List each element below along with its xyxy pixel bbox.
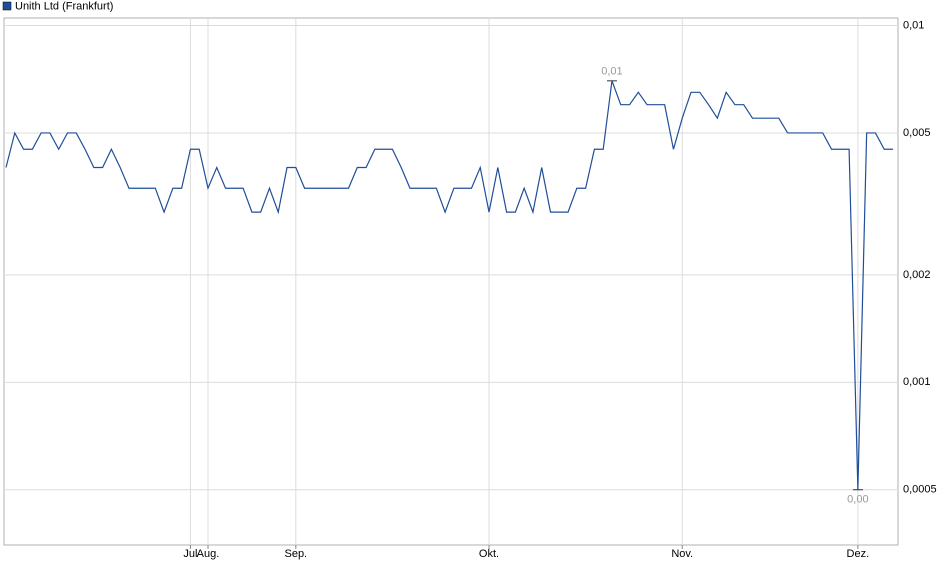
x-tick-label: Sep. xyxy=(284,548,307,560)
value-label: 0,01 xyxy=(601,66,622,78)
x-tick-label: Aug. xyxy=(197,548,220,560)
x-tick-label: Nov. xyxy=(671,548,693,560)
y-tick-label: 0,0005 xyxy=(903,484,937,496)
y-tick-label: 0,002 xyxy=(903,269,931,281)
value-label: 0,00 xyxy=(847,494,868,506)
legend-label: Unith Ltd (Frankfurt) xyxy=(15,0,113,12)
plot-frame xyxy=(3,17,899,546)
y-tick-label: 0,005 xyxy=(903,127,931,139)
x-tick-label: Dez. xyxy=(847,548,870,560)
legend-swatch xyxy=(2,1,12,11)
x-tick-label: Okt. xyxy=(479,548,499,560)
price-line xyxy=(5,80,893,490)
x-tick-label: Jul xyxy=(183,548,197,560)
y-tick-label: 0,001 xyxy=(903,376,931,388)
y-tick-label: 0,01 xyxy=(903,19,924,31)
